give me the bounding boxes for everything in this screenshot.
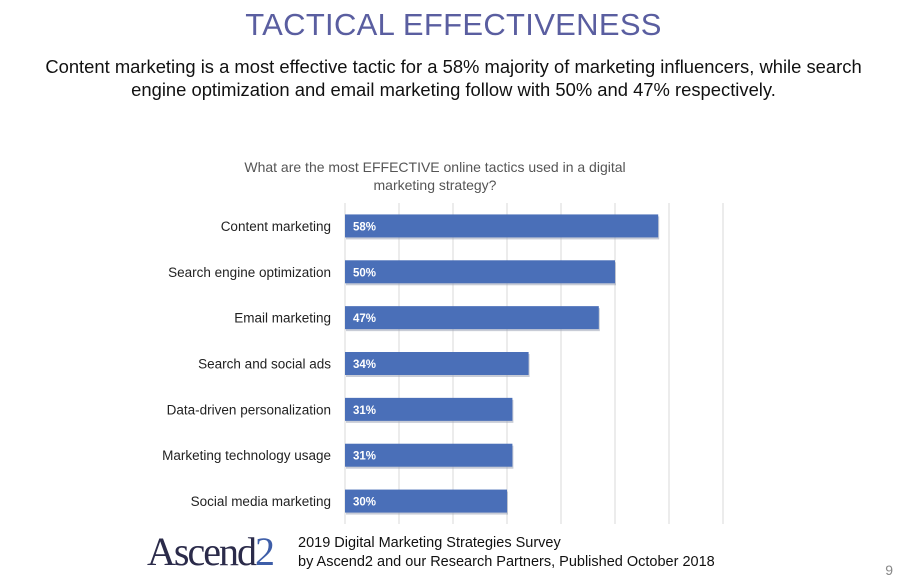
category-label: Social media marketing [191, 494, 331, 509]
data-label: 30% [353, 497, 376, 509]
chart-title-line-2: marketing strategy? [373, 177, 497, 193]
chart-title-line-1: What are the most EFFECTIVE online tacti… [244, 159, 626, 175]
logo-suffix-text: 2 [254, 529, 275, 574]
slide-headline: TACTICAL EFFECTIVENESS [245, 7, 662, 42]
footer-line-1: 2019 Digital Marketing Strategies Survey [298, 535, 561, 551]
data-label: 31% [353, 451, 376, 463]
chart-title: What are the most EFFECTIVE online tacti… [230, 158, 640, 194]
data-label: 50% [353, 267, 376, 279]
category-label: Data-driven personalization [167, 402, 331, 417]
bar [345, 260, 615, 284]
data-label: 31% [353, 405, 376, 417]
slide-subhead: Content marketing is a most effective ta… [45, 56, 862, 100]
logo-main-text: Ascend [147, 529, 257, 574]
data-label: 34% [353, 359, 376, 371]
bar [345, 443, 513, 467]
source-footer: 2019 Digital Marketing Strategies Survey… [298, 534, 715, 572]
ascend2-logo: Ascend2 [147, 529, 275, 575]
bar [345, 306, 599, 330]
bar [345, 352, 529, 375]
data-label: 47% [353, 313, 376, 325]
category-label: Email marketing [234, 311, 331, 326]
category-label: Search engine optimization [168, 265, 331, 280]
category-label: Marketing technology usage [162, 448, 331, 463]
bar [345, 214, 659, 238]
bar [345, 397, 513, 421]
page-number: 9 [885, 562, 893, 578]
footer-line-2: by Ascend2 and our Research Partners, Pu… [298, 554, 715, 570]
category-label: Content marketing [221, 219, 331, 234]
data-label: 58% [353, 221, 376, 233]
bar [345, 489, 507, 513]
category-label: Search and social ads [198, 357, 331, 372]
